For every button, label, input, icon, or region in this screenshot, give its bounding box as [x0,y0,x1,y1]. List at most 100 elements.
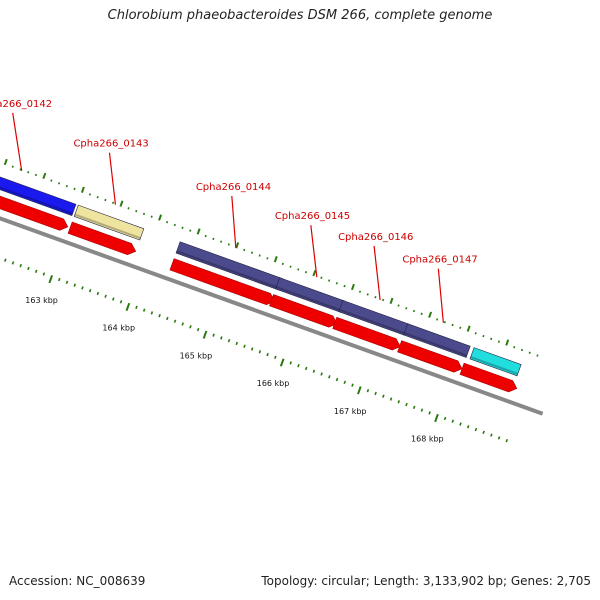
inner-tick [374,391,377,396]
gene-shadow [176,250,280,290]
gene-label: Cpha266_0147 [402,255,477,266]
gene-shadow [339,308,406,335]
inner-tick [459,422,462,426]
outer-tick [328,279,331,282]
outer-tick [57,182,61,185]
outer-tick [181,226,184,229]
outer-tick [497,340,500,343]
inner-tick [497,436,501,440]
outer-tick [505,339,510,346]
outer-tick [189,229,192,232]
outer-tick [312,269,317,277]
inner-tick [279,358,285,367]
outer-tick [243,248,246,252]
outer-tick [304,270,308,274]
outer-tick [451,323,454,327]
outer-tick [50,179,53,182]
inner-tick [158,314,161,318]
inner-tick [320,372,323,376]
outer-tick [173,223,176,227]
inner-tick [104,294,107,298]
outer-tick [420,312,423,316]
inner-tick [389,397,393,401]
leader-line [310,225,318,278]
backbone-layer [0,216,544,416]
cds-arrow [67,221,137,256]
cds-arrow [459,362,518,393]
gene-label: Cpha266_0145 [275,211,350,222]
inner-tick [65,280,69,285]
outer-tick [536,354,539,357]
inner-tick [48,275,54,284]
inner-tick [297,364,300,368]
inner-tick [357,386,362,395]
outer-tick [127,207,130,210]
outer-tick [428,311,433,318]
gene-block [403,323,471,358]
genome-title: Chlorobium phaeobacteroides DSM 266, com… [107,8,493,23]
gene-layer [0,176,522,377]
gene-label: Cpha266_0146 [338,232,413,243]
inner-tick [235,341,239,346]
outer-tick [389,297,394,305]
kbp-label: 168 kbp [411,435,444,444]
outer-tick [374,295,377,299]
outer-tick [281,262,284,266]
outer-tick [212,237,215,241]
inner-tick [11,261,15,265]
inner-tick [202,330,208,339]
label-layer: Cpha266_0142 Cpha266_0143 Cpha266_0144 Cpha… [0,99,478,323]
outer-tick [335,282,338,285]
outer-tick [397,304,400,307]
inner-tick [474,427,478,432]
gene-shadow [0,186,73,215]
outer-tick [96,196,99,199]
outer-tick [474,332,477,335]
gene-block [73,204,145,241]
gene-shadow [74,213,141,240]
outer-tick [405,307,408,310]
cds-arrow [397,340,463,373]
kbp-label: 165 kbp [180,351,213,360]
outer-tick [350,283,355,291]
gene-block [469,347,522,377]
outer-tick [250,251,254,254]
inner-tick [412,405,416,410]
genome-backbone [0,216,544,416]
outer-tick [220,240,223,243]
outer-tick [88,193,92,196]
outer-tick [443,320,446,324]
inner-tick [142,308,146,312]
inner-tick [289,361,293,365]
gene-label: Cpha266_0144 [196,182,271,193]
genome-summary: Topology: circular; Length: 3,133,902 bp… [261,574,591,588]
outer-tick [166,221,169,224]
outer-tick [104,198,107,202]
leader-line [437,268,444,323]
outer-tick [273,256,278,263]
inner-tick [173,319,177,323]
outer-tick [289,265,292,268]
inner-tick [81,286,84,290]
inner-tick [490,433,493,437]
inner-tick [220,336,223,340]
inner-tick [466,425,470,429]
inner-tick [34,269,38,273]
inner-tick [96,291,100,296]
leader-line [231,195,237,249]
kbp-label: 164 kbp [102,324,135,333]
outer-tick [520,348,524,352]
cds-arrow [332,316,401,351]
outer-tick [343,284,346,288]
inner-tick [181,322,184,326]
outer-tick [513,345,516,349]
inner-tick [150,311,154,315]
outer-tick [3,158,8,166]
inner-tick [119,300,123,304]
outer-tick [34,173,38,177]
inner-tick [250,347,254,351]
outer-tick [528,351,531,354]
inner-tick [73,283,76,287]
